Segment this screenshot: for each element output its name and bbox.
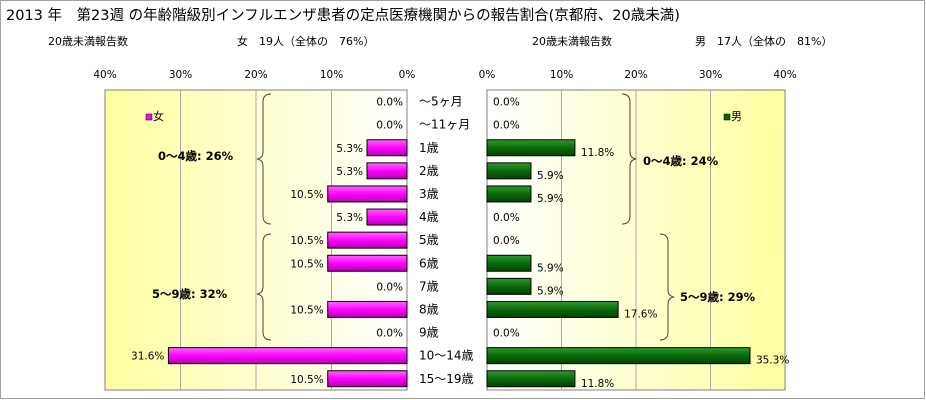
female-value-label: 0.0% — [376, 120, 403, 132]
category-label: 7歳 — [419, 279, 439, 293]
male-tick-label: 10% — [550, 69, 573, 81]
category-label: 2歳 — [419, 164, 439, 178]
female-tick-label: 20% — [244, 69, 267, 81]
male-value-label: 0.0% — [493, 97, 520, 109]
category-label: 9歳 — [419, 326, 439, 340]
female-bar — [327, 231, 408, 249]
female-bar — [327, 254, 408, 272]
female-tick-label: 0% — [399, 69, 416, 81]
category-label: 3歳 — [419, 187, 439, 201]
female-group-0-4-label: 0～4歳: 26% — [158, 149, 234, 163]
female-value-label: 10.5% — [290, 189, 323, 201]
female-value-label: 0.0% — [376, 97, 403, 109]
male-value-label: 11.8% — [581, 378, 614, 390]
female-value-label: 5.3% — [336, 166, 363, 178]
female-value-label: 10.5% — [290, 304, 323, 316]
category-label: 5歳 — [419, 233, 439, 247]
male-value-label: 5.9% — [537, 170, 564, 182]
female-value-label: 10.5% — [290, 258, 323, 270]
category-label: 8歳 — [419, 302, 439, 316]
male-tick-label: 0% — [479, 69, 496, 81]
category-label: 15～19歳 — [419, 372, 474, 386]
male-brace-0-4 — [621, 93, 637, 225]
female-value-label: 0.0% — [376, 328, 403, 340]
female-tick-label: 40% — [93, 69, 116, 81]
category-label: 10～14歳 — [419, 349, 474, 363]
female-bar — [366, 208, 408, 226]
male-value-label: 0.0% — [493, 235, 520, 247]
female-count-label: 20歳未満報告数 — [48, 35, 128, 48]
male-bar — [486, 300, 619, 318]
male-tick-label: 40% — [773, 69, 796, 81]
male-value-label: 11.8% — [581, 147, 614, 159]
female-bar — [366, 139, 408, 157]
male-value-label: 17.6% — [624, 308, 657, 320]
female-legend-swatch — [145, 113, 153, 121]
female-brace-5-9 — [256, 233, 272, 341]
female-value-label: 10.5% — [290, 235, 323, 247]
male-bar — [486, 277, 532, 295]
female-group-5-9-label: 5～9歳: 32% — [152, 287, 228, 301]
female-value-label: 0.0% — [376, 281, 403, 293]
category-label: ～11ヶ月 — [419, 118, 470, 132]
male-tick-label: 20% — [624, 69, 647, 81]
female-value-label: 5.3% — [336, 212, 363, 224]
female-tick-label: 30% — [169, 69, 192, 81]
female-value-label: 5.3% — [336, 143, 363, 155]
male-count-label: 20歳未満報告数 — [532, 35, 612, 48]
male-legend-label: 男 — [731, 110, 742, 123]
category-label: 1歳 — [419, 141, 439, 155]
category-label: 6歳 — [419, 256, 439, 270]
female-bar — [327, 185, 408, 203]
male-brace-5-9 — [659, 233, 675, 341]
male-group-0-4-label: 0～4歳: 24% — [643, 154, 719, 168]
female-bar — [366, 162, 408, 180]
female-bar — [167, 347, 408, 365]
male-legend-swatch — [723, 113, 731, 121]
female-bar — [327, 370, 408, 388]
male-bar — [486, 347, 751, 365]
male-bar — [486, 254, 532, 272]
female-brace-0-4 — [256, 93, 272, 225]
category-label: ～5ヶ月 — [419, 95, 463, 109]
male-bar — [486, 162, 532, 180]
female-value-label: 31.6% — [131, 351, 164, 363]
male-bar — [486, 370, 576, 388]
male-bar — [486, 185, 532, 203]
male-bar — [486, 139, 576, 157]
male-value-label: 0.0% — [493, 212, 520, 224]
male-value-label: 5.9% — [537, 285, 564, 297]
female-legend-label: 女 — [153, 109, 164, 123]
male-group-5-9-label: 5～9歳: 29% — [680, 290, 756, 304]
male-summary: 男 17人（全体の 81%） — [695, 34, 832, 48]
category-label: 4歳 — [419, 210, 439, 224]
male-value-label: 5.9% — [537, 193, 564, 205]
male-tick-label: 30% — [699, 69, 722, 81]
female-summary: 女 19人（全体の 76%） — [237, 34, 374, 48]
female-value-label: 10.5% — [290, 374, 323, 386]
male-value-label: 0.0% — [493, 328, 520, 340]
male-value-label: 35.3% — [756, 355, 789, 367]
female-bar — [327, 300, 408, 318]
male-value-label: 0.0% — [493, 120, 520, 132]
male-value-label: 5.9% — [537, 262, 564, 274]
chart-title: 2013 年 第23週 の年齢階級別インフルエンザ患者の定点医療機関からの報告割… — [6, 6, 680, 24]
female-tick-label: 10% — [320, 69, 343, 81]
